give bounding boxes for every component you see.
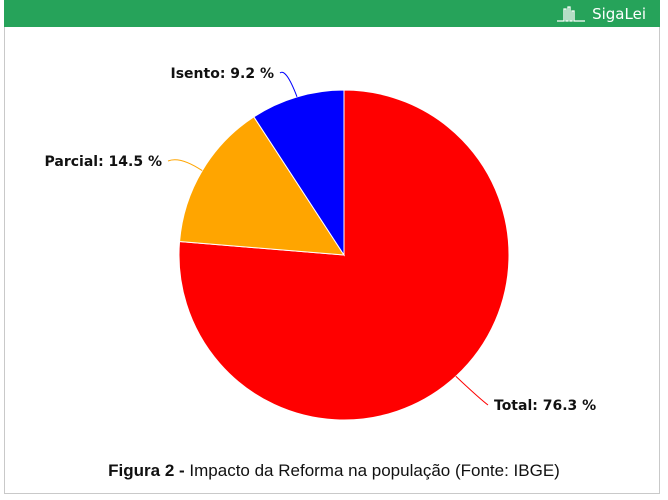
pie-slice-isento <box>253 89 345 257</box>
slice-label-total: Total: 76.3 % <box>494 398 596 414</box>
leader-line-total <box>455 375 489 406</box>
brand[interactable]: SigaLei <box>556 3 646 25</box>
slice-label-parcial: Parcial: 14.5 % <box>45 154 163 170</box>
sigalei-logo-icon <box>557 6 586 22</box>
pie-slice-parcial <box>179 116 345 256</box>
leader-line-isento <box>279 71 298 97</box>
leader-line-parcial <box>167 159 203 172</box>
caption-text: Impacto da Reforma na população (Fonte: … <box>189 461 560 480</box>
slice-label-isento: Isento: 9.2 % <box>171 66 275 82</box>
header-bar: SigaLei <box>4 0 660 27</box>
brand-name: SigaLei <box>592 5 646 23</box>
caption-figure-label: Figura 2 - <box>108 461 185 480</box>
figure-caption: Figura 2 - Impacto da Reforma na populaç… <box>0 461 668 481</box>
